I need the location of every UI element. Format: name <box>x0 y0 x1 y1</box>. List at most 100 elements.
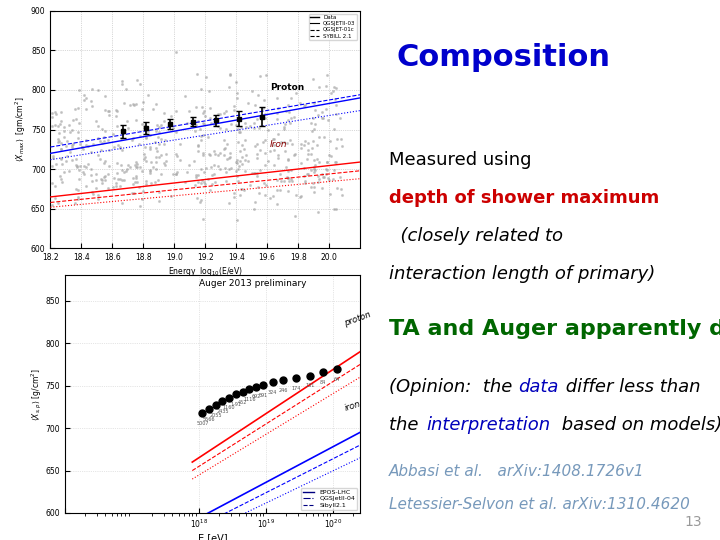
Point <box>153 133 164 141</box>
Point <box>312 110 323 119</box>
Point <box>295 159 307 168</box>
Point <box>231 89 243 97</box>
Point <box>58 133 70 141</box>
Point <box>92 151 104 159</box>
Point <box>136 167 148 176</box>
Point <box>108 143 120 151</box>
Point <box>102 184 114 192</box>
Point <box>107 129 119 138</box>
Point <box>73 86 85 95</box>
Point <box>171 151 183 160</box>
Point <box>328 87 339 96</box>
Point <box>269 161 280 170</box>
Point <box>87 139 99 148</box>
Point <box>231 93 243 102</box>
Point <box>127 180 139 188</box>
Point <box>206 171 217 179</box>
Point <box>223 198 235 207</box>
Point <box>122 124 134 132</box>
Text: interaction length of primary): interaction length of primary) <box>389 265 655 282</box>
Point <box>330 101 341 110</box>
Text: 1116: 1116 <box>243 397 256 402</box>
Point <box>281 173 292 181</box>
Point <box>194 198 206 206</box>
Point <box>195 178 207 187</box>
Point <box>281 106 292 115</box>
Point <box>321 157 333 166</box>
Point <box>314 158 325 167</box>
Point <box>260 180 271 189</box>
Point <box>64 127 76 136</box>
Point <box>116 176 127 184</box>
Point <box>140 179 152 188</box>
Point <box>120 167 132 176</box>
Point <box>310 166 321 174</box>
Point <box>248 124 260 132</box>
Point <box>251 115 263 124</box>
Point <box>263 157 274 166</box>
Point <box>298 171 310 180</box>
Text: Proton: Proton <box>270 83 305 92</box>
Point <box>153 140 164 149</box>
Point <box>282 186 294 195</box>
Point <box>131 76 143 85</box>
Point <box>248 118 259 127</box>
Point <box>212 122 224 130</box>
Point <box>86 97 97 105</box>
Text: iron: iron <box>343 400 361 413</box>
Point <box>115 134 127 143</box>
Point <box>259 160 271 169</box>
Point <box>116 79 127 88</box>
Point <box>199 179 210 188</box>
Point <box>171 48 182 57</box>
Point <box>158 109 170 118</box>
Text: 1-91: 1-91 <box>230 402 241 407</box>
Point <box>66 126 78 135</box>
Point <box>54 119 66 128</box>
Point <box>150 138 161 146</box>
Point <box>134 201 145 210</box>
Point <box>127 100 139 109</box>
Point <box>307 144 318 152</box>
Point <box>66 141 78 150</box>
Point <box>55 145 67 153</box>
Point <box>221 106 233 115</box>
Point <box>49 181 60 190</box>
Point <box>171 106 182 115</box>
Point <box>49 107 60 116</box>
Point <box>66 143 78 151</box>
Point <box>64 148 76 157</box>
Point <box>305 150 317 158</box>
Point <box>267 134 279 143</box>
Point <box>142 90 153 99</box>
Point <box>276 177 287 185</box>
Point <box>70 161 81 170</box>
Point <box>271 115 283 124</box>
Point <box>279 120 291 129</box>
Point <box>248 168 260 177</box>
Point <box>140 129 152 137</box>
Point <box>301 155 312 164</box>
Point <box>192 116 204 125</box>
Point <box>308 165 320 173</box>
Point <box>239 166 251 175</box>
Point <box>232 137 243 146</box>
Point <box>117 166 128 174</box>
Point <box>312 154 323 163</box>
Point <box>80 141 91 150</box>
Point <box>271 94 283 103</box>
Point <box>300 179 311 187</box>
Point <box>150 152 162 161</box>
Point <box>240 136 251 144</box>
Point <box>77 168 89 177</box>
Point <box>336 191 347 200</box>
Point <box>63 166 75 175</box>
Point <box>158 117 169 125</box>
Point <box>50 193 61 202</box>
Point <box>219 164 230 172</box>
Point <box>302 139 314 148</box>
Point <box>250 168 261 177</box>
Point <box>205 119 217 127</box>
Point <box>76 143 88 151</box>
Point <box>130 163 142 172</box>
